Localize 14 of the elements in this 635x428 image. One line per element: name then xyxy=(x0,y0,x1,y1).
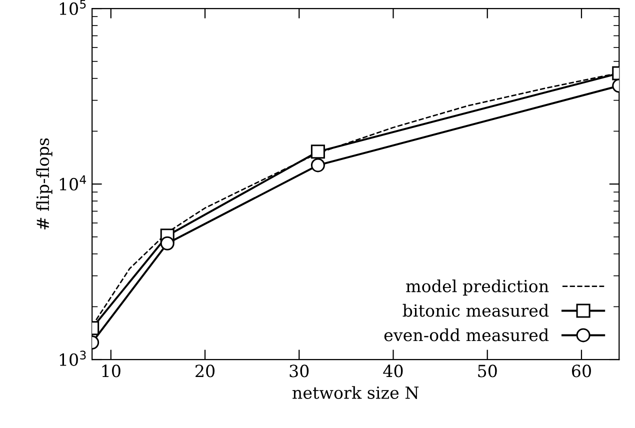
legend-label: bitonic measured xyxy=(402,304,549,317)
x-tick-label: 20 xyxy=(196,364,215,378)
x-tick-label: 30 xyxy=(290,364,309,378)
y-axis-title: # flip-flops xyxy=(36,138,52,230)
legend-label: model prediction xyxy=(406,279,549,296)
y-tick-label: 10$^{4}$ xyxy=(60,175,86,190)
x-tick-label: 40 xyxy=(383,364,403,378)
x-axis-title: network size N xyxy=(292,386,419,399)
y-tick-label: 10$^{3}$ xyxy=(60,350,86,366)
x-tick-label: 60 xyxy=(572,364,591,378)
x-tick-label: 10 xyxy=(102,364,120,378)
legend-label: even-odd measured xyxy=(384,328,549,342)
x-tick-label: 50 xyxy=(478,364,497,378)
y-tick-label: 10$^{5}$ xyxy=(60,0,86,16)
